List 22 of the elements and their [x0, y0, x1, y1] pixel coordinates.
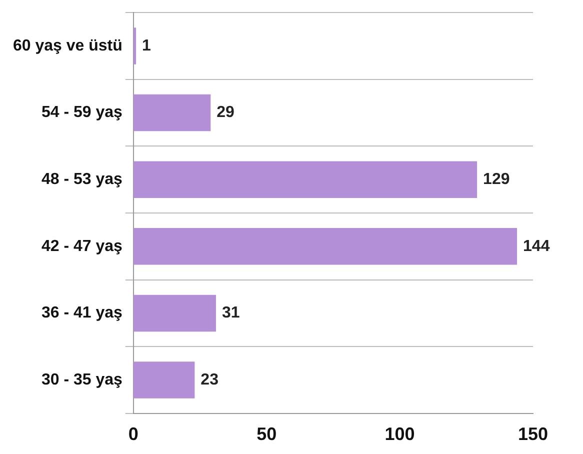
bar — [133, 294, 216, 332]
bar — [133, 228, 518, 265]
y-tick-label: 30 - 35 yaş — [41, 371, 122, 388]
y-tick-label: 36 - 41 yaş — [41, 304, 122, 322]
data-label: 144 — [523, 238, 550, 255]
bar — [133, 161, 478, 198]
bar — [133, 94, 211, 132]
bar — [133, 28, 136, 64]
data-label: 31 — [222, 304, 240, 322]
x-tick-label: 0 — [128, 424, 138, 444]
y-tick-label: 48 - 53 yaş — [41, 171, 122, 188]
data-label: 129 — [483, 171, 510, 188]
data-label: 29 — [216, 104, 235, 122]
y-tick-label: 42 - 47 yaş — [41, 238, 122, 255]
x-tick-label: 150 — [518, 424, 548, 444]
bar — [133, 362, 195, 398]
data-label: 23 — [200, 371, 219, 388]
y-tick-label: 54 - 59 yaş — [41, 104, 122, 122]
x-tick-label: 100 — [384, 424, 415, 444]
data-label: 1 — [142, 37, 152, 54]
y-tick-label: 60 yaş ve üstü — [12, 37, 122, 54]
x-tick-label: 50 — [256, 424, 277, 444]
